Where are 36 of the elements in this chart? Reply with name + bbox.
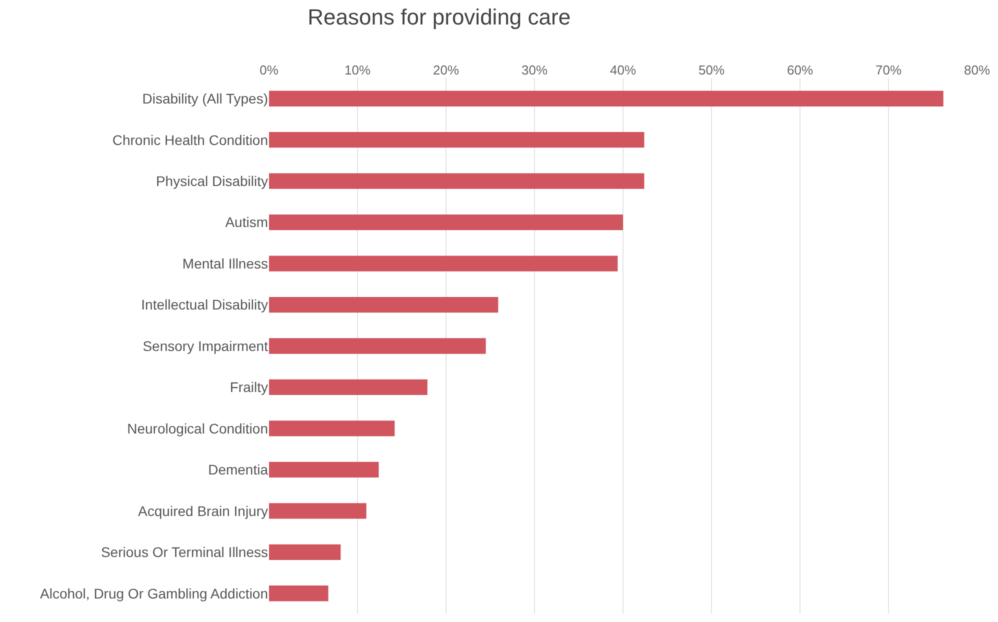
x-tick-label: 50% xyxy=(698,62,725,78)
bar xyxy=(269,256,618,272)
y-tick-label: Chronic Health Condition xyxy=(112,132,268,148)
y-tick-label: Neurological Condition xyxy=(127,420,268,436)
bar xyxy=(269,132,644,148)
x-tick-label: 40% xyxy=(610,62,636,78)
bar xyxy=(269,214,623,230)
y-tick-label: Alcohol, Drug Or Gambling Addiction xyxy=(40,585,268,602)
bar xyxy=(269,296,498,313)
bar xyxy=(269,379,428,396)
x-tick-label: 70% xyxy=(875,62,902,78)
bar xyxy=(269,90,944,106)
x-tick-label: 60% xyxy=(786,62,814,78)
y-tick-label: Dementia xyxy=(208,462,268,478)
bar xyxy=(269,173,644,189)
y-tick-label: Physical Disability xyxy=(156,172,268,189)
y-tick-label: Mental Illness xyxy=(182,255,268,272)
x-tick-label: 0% xyxy=(260,62,279,78)
y-tick-label: Acquired Brain Injury xyxy=(138,502,268,519)
x-tick-label: 10% xyxy=(344,62,371,78)
x-tick-label: 80% xyxy=(964,62,990,78)
x-tick-label: 20% xyxy=(432,62,460,78)
bar xyxy=(269,338,486,354)
bar xyxy=(269,544,341,560)
bar xyxy=(269,503,366,519)
y-tick-label: Sensory Impairment xyxy=(142,338,268,354)
y-tick-label: Serious Or Terminal Illness xyxy=(100,544,268,560)
x-tick-label: 30% xyxy=(521,62,548,78)
y-tick-label: Autism xyxy=(225,214,268,230)
bar xyxy=(269,462,379,478)
y-tick-label: Frailty xyxy=(230,379,268,396)
bar xyxy=(269,586,328,602)
bar xyxy=(269,420,395,436)
y-tick-label: Intellectual Disability xyxy=(141,296,268,313)
y-tick-label: Disability (All Types) xyxy=(142,90,268,107)
chart-title: Reasons for providing care xyxy=(308,4,571,30)
